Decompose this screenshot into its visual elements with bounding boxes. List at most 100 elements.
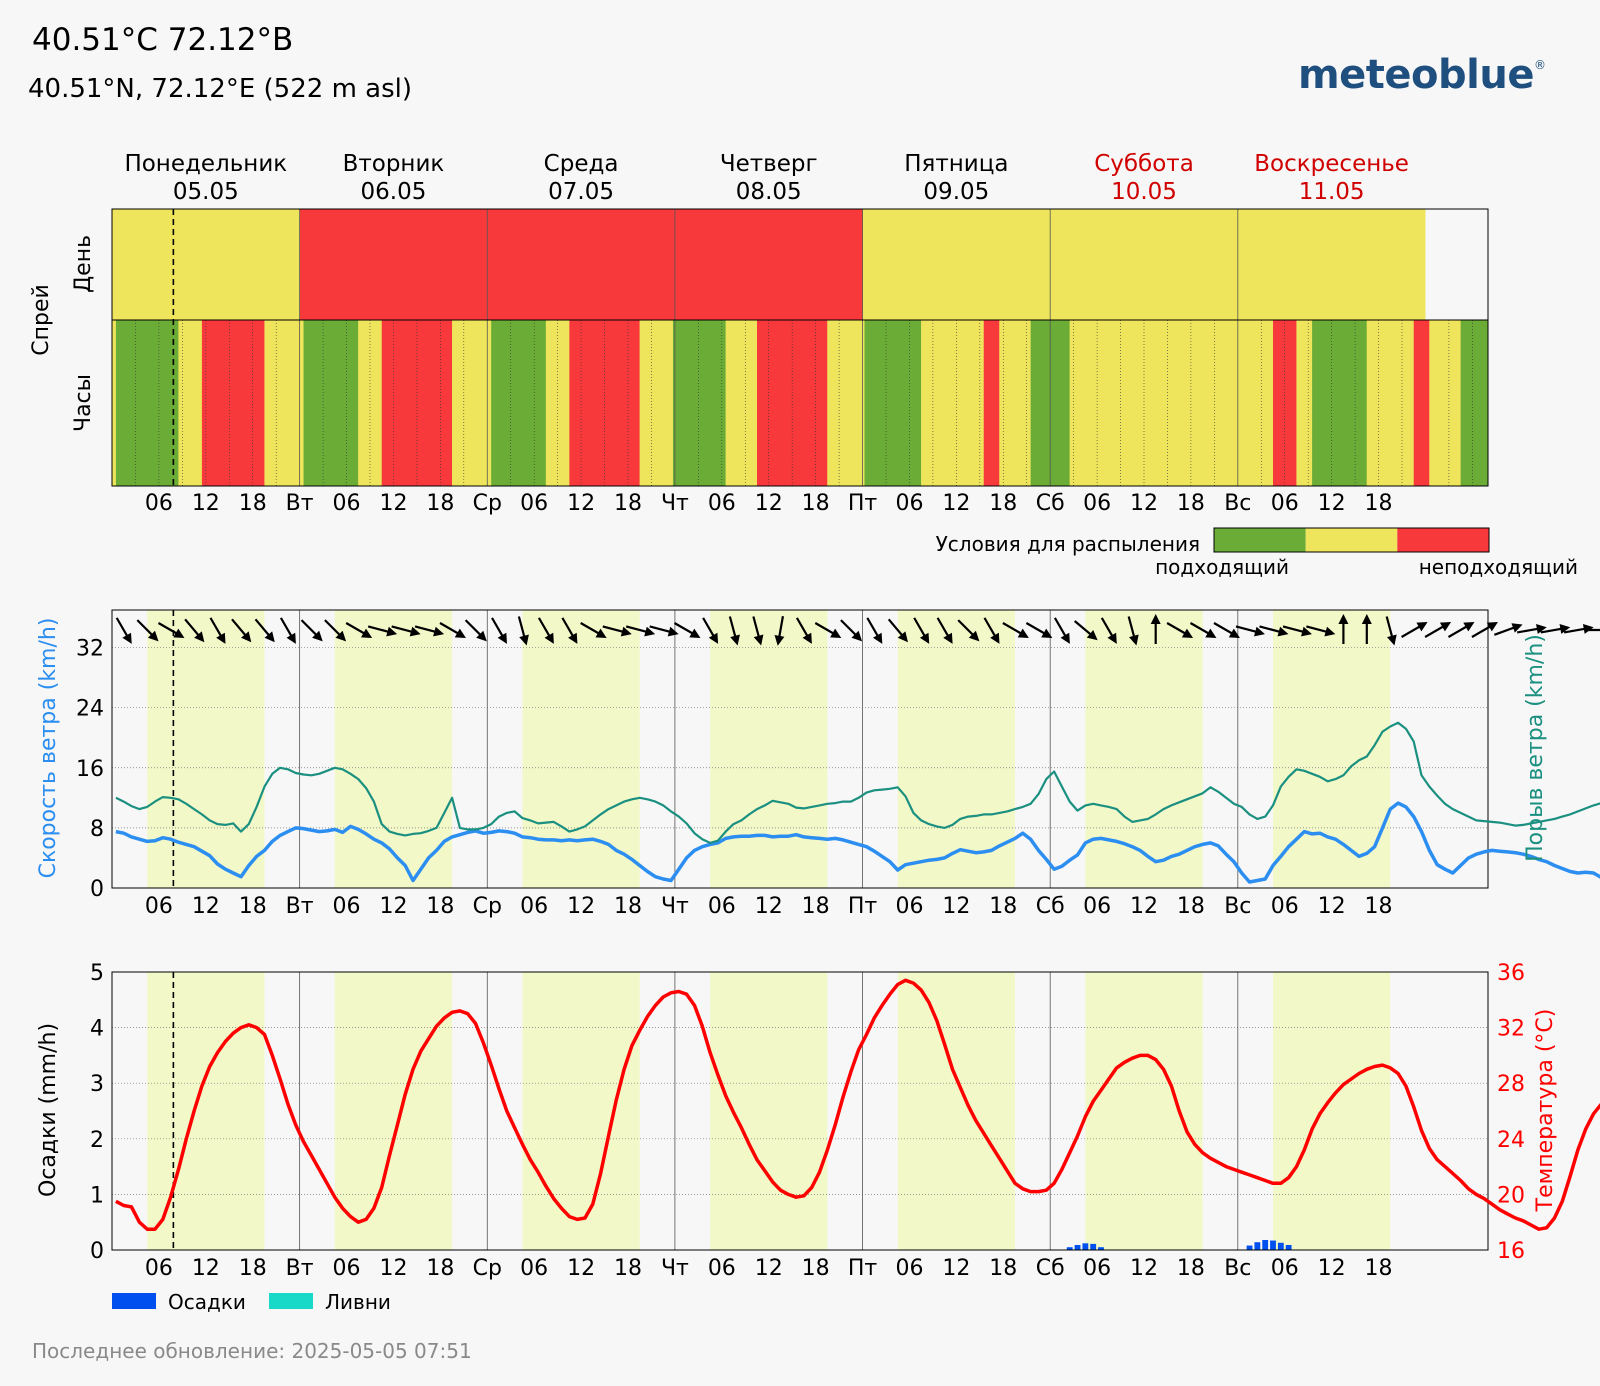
wind-direction-arrow	[279, 617, 296, 644]
wind-y-tick: 24	[76, 697, 104, 722]
day-date-5: 10.05	[1111, 179, 1177, 205]
wind-arrow-head	[802, 632, 812, 644]
daily-spray-rating	[487, 209, 675, 320]
hourly-spray-segment	[921, 320, 984, 486]
day-date-6: 11.05	[1299, 179, 1365, 205]
spray-hour-tick: 06	[145, 491, 173, 516]
wind-direction-arrow	[1447, 622, 1475, 638]
wind-arrow-head	[595, 628, 607, 638]
hourly-spray-segment	[1413, 320, 1430, 486]
precip-hour-tick: 18	[239, 1256, 267, 1281]
wind-arrow-head	[667, 626, 679, 637]
wind-arrow-head	[620, 626, 632, 637]
hourly-spray-segment	[672, 320, 726, 486]
precip-hour-tick: 12	[192, 1256, 220, 1281]
wind-direction-arrow	[1401, 622, 1428, 638]
precipitation-bar	[1277, 1242, 1284, 1250]
wind-arrow-head	[173, 628, 185, 638]
wind-direction-arrow	[728, 616, 740, 646]
precip-day-tick-6: Вс	[1224, 1256, 1251, 1281]
precip-hour-tick: 12	[1318, 1256, 1346, 1281]
wind-hour-tick: 12	[942, 894, 970, 919]
temperature-y-tick: 20	[1497, 1183, 1525, 1208]
spray-day-tick-6: Вс	[1224, 491, 1251, 516]
logo-text: meteoblue	[1298, 52, 1535, 98]
spray-hour-tick: 12	[379, 491, 407, 516]
wind-daylight-band	[897, 610, 1015, 888]
precipitation-bar	[1285, 1244, 1292, 1250]
day-date-3: 08.05	[736, 179, 802, 205]
wind-direction-arrow	[1053, 617, 1070, 644]
temperature-y-tick: 36	[1497, 961, 1525, 986]
wind-day-tick-3: Чт	[661, 894, 689, 919]
wind-y-tick: 0	[90, 877, 104, 902]
spray-group-label: Спрей	[29, 284, 54, 356]
wind-hour-tick: 12	[567, 894, 595, 919]
precip-daylight-band	[710, 972, 828, 1250]
wind-arrow-head	[897, 631, 908, 643]
wind-arrow-head	[1017, 628, 1029, 638]
precip-y-tick: 0	[90, 1239, 104, 1264]
wind-direction-arrow	[209, 617, 226, 644]
temperature-series-line	[115, 978, 1600, 1231]
day-name-3: Четверг	[720, 151, 818, 177]
wind-arrow-head	[968, 630, 980, 642]
wind-hour-tick: 18	[989, 894, 1017, 919]
wind-arrow-head	[1277, 626, 1289, 637]
page-title: 40.51°C 72.12°B	[32, 22, 294, 58]
wind-direction-arrow	[957, 619, 980, 642]
wind-day-tick-1: Вт	[286, 894, 314, 919]
wind-direction-arrow	[866, 617, 883, 644]
wind-direction-arrow	[602, 625, 632, 637]
precipitation-bar	[1254, 1242, 1261, 1250]
precip-y-tick: 1	[90, 1183, 104, 1208]
wind-arrow-head	[241, 631, 252, 643]
wind-arrow-head	[409, 626, 421, 637]
hourly-spray-segment	[201, 320, 265, 486]
hourly-spray-segment	[178, 320, 202, 486]
wind-arrow-head	[476, 630, 487, 642]
precip-hour-tick: 12	[1130, 1256, 1158, 1281]
wind-hour-tick: 06	[1083, 894, 1111, 919]
temperature-y-tick: 28	[1497, 1072, 1525, 1097]
hourly-spray-segment	[639, 320, 673, 486]
wind-direction-arrow	[1282, 625, 1312, 637]
wind-series-line	[115, 801, 1600, 884]
wind-arrow-head	[1387, 634, 1397, 646]
wind-arrow-head	[1060, 632, 1070, 644]
wind-arrow-head	[1463, 622, 1475, 632]
wind-daylight-band	[1085, 610, 1203, 888]
wind-direction-arrow	[184, 618, 205, 643]
precip-hour-tick: 18	[989, 1256, 1017, 1281]
wind-direction-arrow	[115, 617, 132, 644]
spray-legend-high: неподходящий	[1419, 555, 1578, 579]
precip-day-tick-5: Сб	[1036, 1256, 1065, 1281]
wind-arrow-head	[1582, 624, 1594, 634]
day-date-2: 07.05	[548, 179, 614, 205]
day-name-1: Вторник	[343, 151, 445, 177]
meteoblue-logo[interactable]: meteoblue®	[1298, 52, 1546, 98]
day-date-0: 05.05	[173, 179, 239, 205]
wind-direction-arrow	[439, 622, 466, 638]
logo-registered-mark: ®	[1534, 58, 1546, 72]
wind-arrow-head	[872, 632, 883, 644]
wind-arrow-head	[1536, 624, 1547, 634]
precip-daylight-band	[522, 972, 640, 1250]
wind-direction-arrow	[254, 618, 275, 643]
wind-hour-tick: 12	[379, 894, 407, 919]
precip-hour-tick: 18	[426, 1256, 454, 1281]
hourly-spray-segment	[358, 320, 382, 486]
wind-gust-axis-label: Порыв ветра (km/h)	[1523, 634, 1548, 862]
hourly-spray-segment	[999, 320, 1031, 486]
location-subtitle: 40.51°N, 72.12°E (522 m asl)	[28, 74, 413, 104]
wind-arrow-head	[730, 634, 740, 646]
legend-swatch-precip	[112, 1293, 156, 1309]
precip-hour-tick: 06	[145, 1256, 173, 1281]
gust-series-line	[115, 721, 1600, 845]
wind-direction-arrow	[983, 617, 1000, 644]
wind-hour-tick: 06	[520, 894, 548, 919]
precipitation-bar	[1066, 1247, 1073, 1250]
wind-direction-arrow	[1306, 625, 1336, 637]
wind-y-tick: 8	[90, 817, 104, 842]
precip-daylight-band	[897, 972, 1015, 1250]
